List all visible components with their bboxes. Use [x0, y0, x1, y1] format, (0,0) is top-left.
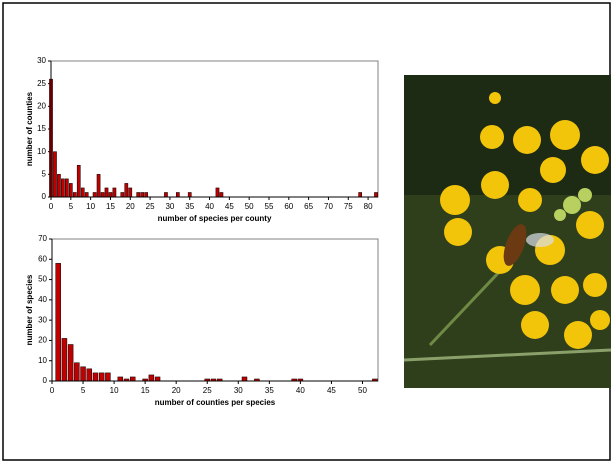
y-tick-label: 50: [38, 275, 47, 284]
bar: [62, 338, 67, 381]
bar: [101, 192, 104, 197]
x-tick-label: 20: [172, 386, 181, 395]
y-axis-title: number of species: [25, 274, 34, 345]
y-tick-label: 20: [37, 101, 46, 110]
x-tick-label: 65: [304, 202, 313, 211]
bar: [125, 183, 128, 197]
bar: [73, 192, 76, 197]
x-tick-label: 50: [358, 386, 367, 395]
x-tick-label: 70: [324, 202, 333, 211]
y-tick-label: 30: [38, 315, 47, 324]
x-axis-title: number of counties per species: [155, 398, 276, 407]
x-tick-label: 15: [141, 386, 150, 395]
bar: [220, 192, 223, 197]
x-tick-label: 20: [126, 202, 135, 211]
x-tick-label: 60: [284, 202, 293, 211]
x-tick-label: 25: [146, 202, 155, 211]
plot-area: [52, 239, 378, 381]
bar: [65, 179, 68, 197]
bar: [242, 377, 247, 381]
bar: [216, 188, 219, 197]
x-tick-label: 75: [344, 202, 353, 211]
y-tick-label: 5: [42, 169, 47, 178]
x-tick-label: 10: [110, 386, 119, 395]
x-tick-label: 40: [296, 386, 305, 395]
bar: [130, 377, 135, 381]
x-axis-title: number of species per county: [158, 214, 272, 223]
bar: [164, 192, 167, 197]
y-tick-label: 70: [38, 234, 47, 243]
x-tick-label: 0: [49, 202, 54, 211]
bar: [137, 192, 140, 197]
bar: [99, 373, 104, 381]
bar: [93, 373, 98, 381]
bar: [56, 263, 61, 381]
bar: [105, 373, 110, 381]
bar: [176, 192, 179, 197]
photo: [404, 75, 611, 388]
x-tick-label: 15: [106, 202, 115, 211]
y-tick-label: 60: [38, 254, 47, 263]
y-tick-label: 25: [37, 79, 46, 88]
bar: [149, 375, 154, 381]
x-tick-label: 55: [265, 202, 274, 211]
bar: [68, 344, 73, 381]
bar: [105, 188, 108, 197]
bar: [141, 192, 144, 197]
bar: [77, 165, 80, 197]
bar: [97, 174, 100, 197]
bar: [61, 179, 64, 197]
bar: [113, 188, 116, 197]
x-tick-label: 80: [364, 202, 373, 211]
bar: [129, 188, 132, 197]
x-tick-label: 10: [86, 202, 95, 211]
x-tick-label: 5: [69, 202, 74, 211]
bar: [188, 192, 191, 197]
bar: [81, 367, 86, 381]
x-tick-label: 45: [327, 386, 336, 395]
bar: [57, 174, 60, 197]
y-axis-title: number of counties: [25, 91, 34, 166]
bar: [81, 188, 84, 197]
slide: 0510152025300510152025303540455055606570…: [0, 0, 614, 464]
x-tick-label: 5: [81, 386, 86, 395]
x-tick-label: 30: [165, 202, 174, 211]
y-tick-label: 40: [38, 295, 47, 304]
bar: [93, 192, 96, 197]
x-tick-label: 35: [265, 386, 274, 395]
bar: [109, 192, 112, 197]
x-tick-label: 45: [225, 202, 234, 211]
bar: [374, 192, 377, 197]
bar: [85, 192, 88, 197]
x-tick-label: 30: [234, 386, 243, 395]
bar: [118, 377, 123, 381]
bar: [53, 152, 56, 197]
bar: [87, 369, 92, 381]
bar: [155, 377, 160, 381]
y-tick-label: 30: [37, 56, 46, 65]
y-tick-label: 0: [43, 376, 48, 385]
bar: [145, 192, 148, 197]
x-tick-label: 35: [185, 202, 194, 211]
y-tick-label: 10: [38, 356, 47, 365]
bar: [74, 363, 79, 381]
x-tick-label: 40: [205, 202, 214, 211]
y-tick-label: 0: [42, 192, 47, 201]
bar: [69, 183, 72, 197]
y-tick-label: 10: [37, 147, 46, 156]
y-tick-label: 15: [37, 124, 46, 133]
x-tick-label: 50: [245, 202, 254, 211]
bar: [359, 192, 362, 197]
x-tick-label: 25: [203, 386, 212, 395]
bar: [121, 192, 124, 197]
y-tick-label: 20: [38, 336, 47, 345]
x-tick-label: 0: [50, 386, 55, 395]
chart: 0 10 20 30 40 50 60 70 0 5 10 15 20 25 30 35 40 45 50 numbe…: [25, 234, 378, 407]
